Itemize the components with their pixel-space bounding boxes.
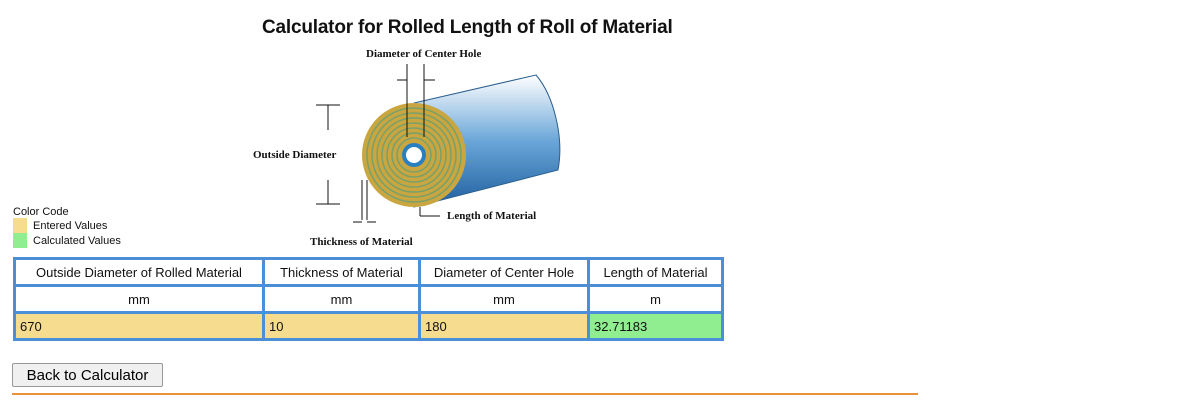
values-row: 670 10 180 32.71183: [16, 314, 721, 338]
calculated-swatch: [13, 233, 27, 248]
thickness-value: 10: [265, 314, 418, 338]
legend-title: Color Code: [13, 206, 69, 218]
roll-diagram: Diameter of Center Hole Outside Diameter…: [253, 48, 561, 248]
roll-cylinder: [362, 74, 561, 208]
header-cell: Thickness of Material: [265, 260, 418, 284]
unit-cell: mm: [421, 287, 587, 311]
entered-swatch: [13, 218, 27, 233]
divider: [12, 393, 918, 395]
color-legend: Color Code Entered Values Calculated Val…: [13, 206, 121, 248]
unit-cell: mm: [265, 287, 418, 311]
header-cell: Outside Diameter of Rolled Material: [16, 260, 262, 284]
dimension-lines: [316, 64, 440, 223]
units-row: mm mm mm m: [16, 287, 721, 311]
legend-item-calculated: Calculated Values: [13, 233, 121, 248]
header-row: Outside Diameter of Rolled Material Thic…: [16, 260, 721, 284]
header-cell: Length of Material: [590, 260, 721, 284]
center-hole-label: Diameter of Center Hole: [366, 48, 481, 60]
unit-cell: mm: [16, 287, 262, 311]
legend-item-entered: Entered Values: [13, 218, 121, 233]
length-value: 32.71183: [590, 314, 721, 338]
center-hole-value: 180: [421, 314, 587, 338]
unit-cell: m: [590, 287, 721, 311]
outside-diameter-value: 670: [16, 314, 262, 338]
back-to-calculator-button[interactable]: Back to Calculator: [12, 363, 163, 387]
page-title: Calculator for Rolled Length of Roll of …: [262, 17, 673, 38]
results-table: Outside Diameter of Rolled Material Thic…: [13, 257, 724, 341]
thickness-label: Thickness of Material: [310, 236, 413, 248]
header-cell: Diameter of Center Hole: [421, 260, 587, 284]
legend-label: Calculated Values: [33, 234, 121, 247]
legend-label: Entered Values: [33, 219, 108, 232]
outside-diameter-label: Outside Diameter: [253, 149, 337, 161]
length-label: Length of Material: [447, 210, 536, 222]
